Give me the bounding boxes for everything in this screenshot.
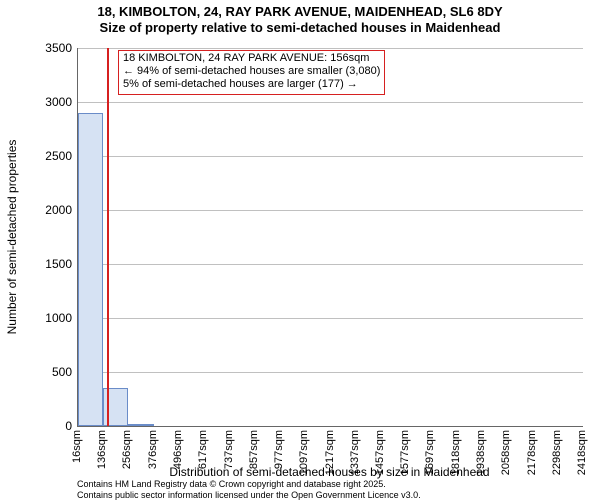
x-tick-label: 136sqm [96,430,108,469]
gridline [78,210,583,211]
annotation-line-1: 18 KIMBOLTON, 24 RAY PARK AVENUE: 156sqm [123,52,380,65]
histogram-bar [78,113,103,426]
x-tick-label: 1818sqm [450,430,462,475]
x-tick-label: 1097sqm [298,430,310,475]
x-tick-label: 977sqm [273,430,285,469]
title-line-2: Size of property relative to semi-detach… [100,20,501,35]
x-tick-label: 256sqm [121,430,133,469]
y-tick-label: 1500 [45,257,72,271]
title-line-1: 18, KIMBOLTON, 24, RAY PARK AVENUE, MAID… [97,4,502,19]
histogram-bar [128,424,153,426]
x-tick-label: 496sqm [172,430,184,469]
x-tick-label: 2418sqm [576,430,588,475]
x-tick-label: 16sqm [71,430,83,463]
x-tick-label: 2178sqm [526,430,538,475]
gridline [78,48,583,49]
x-tick-label: 1457sqm [374,430,386,475]
footer-attribution: Contains HM Land Registry data © Crown c… [77,479,582,500]
x-tick-label: 1938sqm [475,430,487,475]
subject-marker-line [107,48,109,426]
plot-area: 18 KIMBOLTON, 24 RAY PARK AVENUE: 156sqm… [77,48,583,427]
x-tick-label: 617sqm [197,430,209,469]
gridline [78,318,583,319]
gridline [78,156,583,157]
x-tick-label: 857sqm [248,430,260,469]
y-tick-label: 2000 [45,203,72,217]
x-tick-label: 376sqm [147,430,159,469]
x-tick-label: 1337sqm [349,430,361,475]
x-tick-label: 2298sqm [551,430,563,475]
y-tick-label: 3000 [45,95,72,109]
footer-line-2: Contains public sector information licen… [77,490,421,500]
annotation-line-2: ← 94% of semi-detached houses are smalle… [123,65,380,78]
x-tick-label: 1217sqm [324,430,336,475]
gridline [78,102,583,103]
annotation-box: 18 KIMBOLTON, 24 RAY PARK AVENUE: 156sqm… [118,50,385,95]
gridline [78,264,583,265]
y-tick-label: 1000 [45,311,72,325]
y-tick-label: 500 [52,365,72,379]
gridline [78,372,583,373]
x-tick-label: 2058sqm [500,430,512,475]
y-tick-label: 3500 [45,41,72,55]
x-tick-label: 737sqm [223,430,235,469]
annotation-line-3: 5% of semi-detached houses are larger (1… [123,78,380,91]
footer-line-1: Contains HM Land Registry data © Crown c… [77,479,386,489]
chart-container: 18, KIMBOLTON, 24, RAY PARK AVENUE, MAID… [0,0,600,500]
x-tick-label: 1577sqm [399,430,411,475]
y-axis-label: Number of semi-detached properties [5,140,19,335]
y-tick-label: 2500 [45,149,72,163]
x-tick-label: 1697sqm [424,430,436,475]
chart-title: 18, KIMBOLTON, 24, RAY PARK AVENUE, MAID… [0,4,600,37]
